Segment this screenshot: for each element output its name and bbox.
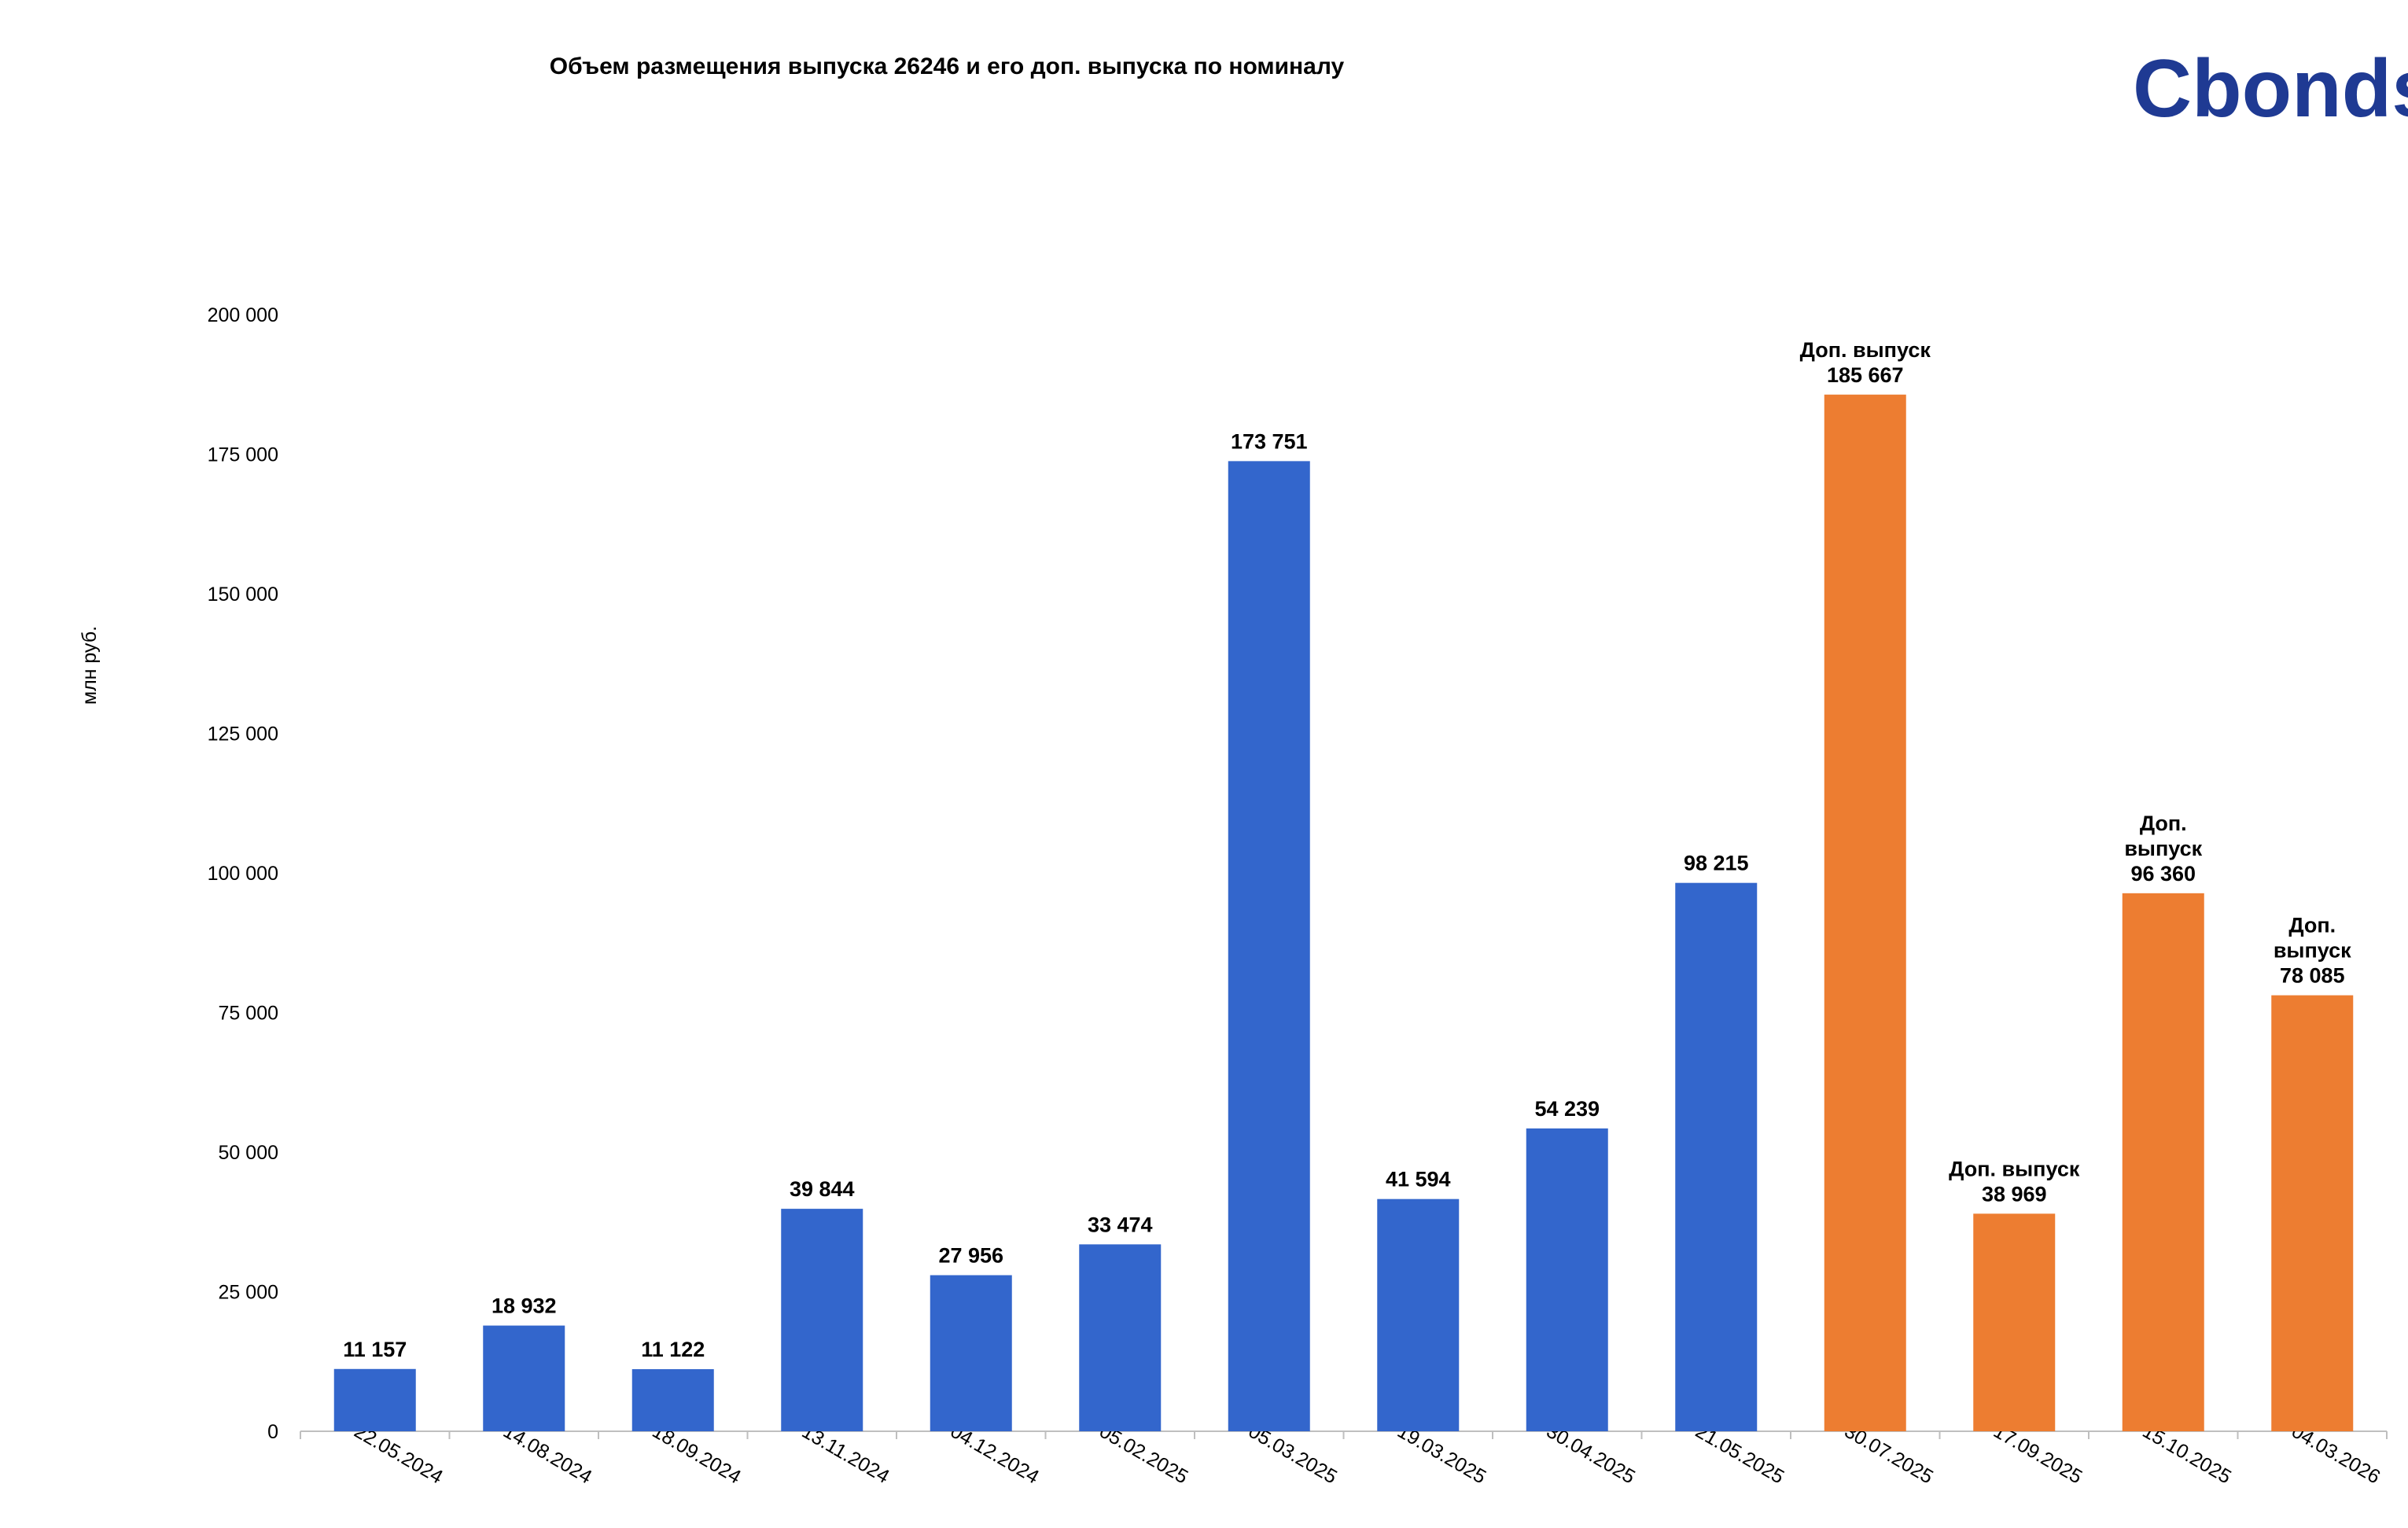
bars <box>333 394 2354 1432</box>
y-tick-label: 25 000 <box>219 1282 278 1304</box>
bar <box>781 1209 863 1431</box>
chart-title: Объем размещения выпуска 26246 и его доп… <box>550 53 1345 79</box>
bar <box>2271 995 2354 1431</box>
bar <box>1526 1128 1608 1431</box>
data-label: 27 956 <box>938 1244 1003 1268</box>
data-label: 98 215 <box>1684 852 1749 875</box>
annotation-label: выпуск <box>2274 939 2351 963</box>
bar <box>930 1275 1012 1431</box>
bar <box>1824 394 1906 1432</box>
bar <box>333 1368 416 1431</box>
data-label: 96 360 <box>2130 862 2196 886</box>
y-tick-label: 100 000 <box>208 863 278 885</box>
annotation-label: Доп. <box>2140 812 2187 835</box>
data-label: 78 085 <box>2280 964 2345 988</box>
data-label: 33 474 <box>1088 1213 1153 1236</box>
data-label: 54 239 <box>1534 1097 1600 1121</box>
y-axis-ticks: 0 25 000 50 000 75 000 100 000 125 000 150 000… <box>208 304 278 1443</box>
x-axis-ticks: 22.05.2024 14.08.2024 18.09.2024 13.11.2024… <box>300 1420 2388 1489</box>
y-tick-label: 175 000 <box>208 444 278 466</box>
data-label: 185 667 <box>1827 363 1904 387</box>
y-axis-label: млн руб. <box>79 626 101 705</box>
data-label: 18 932 <box>492 1294 557 1318</box>
y-tick-label: 50 000 <box>219 1142 278 1164</box>
data-label: 11 157 <box>343 1338 407 1361</box>
data-label: 39 844 <box>790 1177 855 1201</box>
bar <box>1228 461 1310 1431</box>
y-tick-label: 0 <box>267 1421 278 1443</box>
data-label: 173 751 <box>1231 429 1308 453</box>
data-label: 11 122 <box>641 1338 705 1361</box>
bar <box>631 1369 714 1431</box>
annotation-label: выпуск <box>2124 837 2202 860</box>
data-label: 41 594 <box>1386 1168 1451 1191</box>
annotation-label: Доп. выпуск <box>1949 1157 2080 1180</box>
cbonds-logo: Cbonds <box>2133 43 2408 134</box>
bar <box>1079 1244 1162 1431</box>
annotation-label: Доп. <box>2288 914 2336 937</box>
y-tick-label: 125 000 <box>208 723 278 746</box>
bar <box>1675 882 1758 1431</box>
data-labels: 11 157 18 932 11 122 39 844 27 956 33 474 173 … <box>343 338 2351 1361</box>
annotation-label: Доп. выпуск <box>1800 338 1931 362</box>
y-tick-label: 150 000 <box>208 584 278 606</box>
bar <box>483 1325 565 1431</box>
y-tick-label: 200 000 <box>208 304 278 326</box>
bar <box>1973 1213 2056 1431</box>
data-label: 38 969 <box>1982 1182 2047 1206</box>
bar <box>1377 1198 1460 1431</box>
y-tick-label: 75 000 <box>219 1003 278 1025</box>
bar <box>2122 893 2204 1431</box>
